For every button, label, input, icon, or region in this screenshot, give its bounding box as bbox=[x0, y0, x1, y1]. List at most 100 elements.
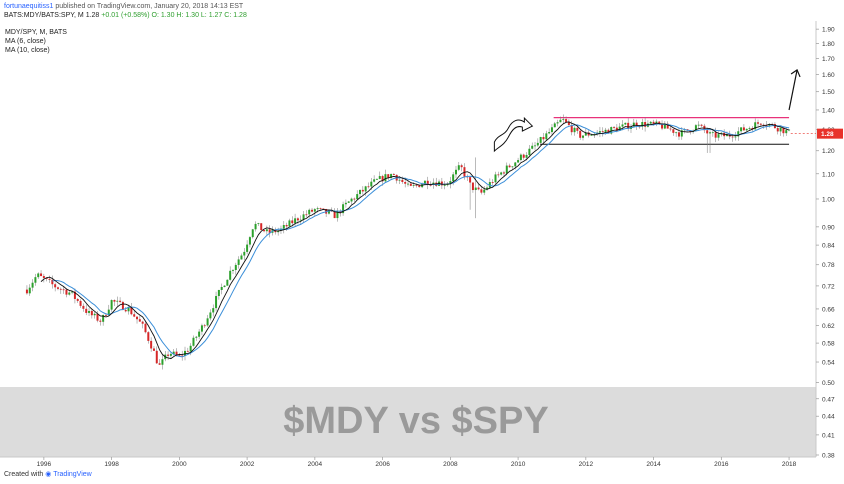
candle-body bbox=[522, 154, 525, 158]
candle-body bbox=[742, 127, 745, 131]
candle-body bbox=[627, 122, 630, 129]
candle-body bbox=[644, 122, 647, 127]
candle-body bbox=[474, 187, 477, 191]
y-tick-label: 0.47 bbox=[822, 396, 835, 403]
candle-body bbox=[248, 237, 251, 245]
last-price: 1.28 bbox=[85, 12, 100, 19]
candle-body bbox=[56, 287, 59, 289]
x-axis[interactable]: 1996 1998 2000 2002 2004 2006 2008 2010 2012 2014… bbox=[0, 456, 816, 468]
candle-body bbox=[364, 186, 367, 192]
candle-body bbox=[593, 134, 596, 135]
candle-body bbox=[141, 321, 144, 324]
legend-title: MDY/SPY, M, BATS bbox=[5, 29, 67, 36]
candle-body bbox=[195, 336, 198, 338]
price-badge: 1.28 bbox=[790, 128, 843, 139]
x-tick-label: 1998 bbox=[104, 461, 119, 466]
candle-body bbox=[268, 229, 271, 233]
chart-area[interactable]: $MDY vs $SPY 1.901.801.701.601.501.401.3… bbox=[0, 21, 844, 468]
candle-body bbox=[649, 121, 652, 124]
candle-body bbox=[319, 208, 322, 209]
y-tick-label: 0.66 bbox=[822, 306, 835, 313]
candle-body bbox=[138, 319, 141, 322]
candle-body bbox=[534, 145, 537, 147]
candle-body bbox=[119, 300, 122, 302]
candle-body bbox=[356, 194, 359, 200]
y-axis[interactable]: 1.901.801.701.601.501.401.301.201.101.00… bbox=[815, 21, 835, 460]
candle-body bbox=[378, 176, 381, 179]
candle-body bbox=[102, 314, 105, 322]
candle-body bbox=[500, 172, 503, 175]
candle-body bbox=[542, 137, 545, 140]
candle-body bbox=[231, 270, 234, 271]
candle-body bbox=[37, 273, 40, 278]
candle-body bbox=[71, 291, 74, 293]
y-tick-label: 1.20 bbox=[822, 148, 835, 155]
candle-body bbox=[491, 182, 494, 183]
candle-body bbox=[62, 289, 65, 291]
candle-body bbox=[655, 121, 658, 124]
y-tick-label: 0.50 bbox=[822, 380, 835, 387]
candle-body bbox=[658, 121, 661, 125]
candle-body bbox=[65, 289, 68, 295]
candle-body bbox=[133, 314, 136, 317]
candle-body bbox=[127, 307, 130, 312]
wavy-arrow-icon bbox=[493, 116, 534, 153]
candle-body bbox=[387, 174, 390, 178]
x-tick-label: 2002 bbox=[240, 461, 255, 466]
candle-body bbox=[240, 255, 243, 260]
candle-body bbox=[514, 162, 517, 167]
candle-body bbox=[545, 133, 548, 140]
candle-body bbox=[265, 229, 268, 232]
candle-body bbox=[51, 279, 54, 285]
candle-body bbox=[296, 218, 299, 221]
candle-body bbox=[54, 284, 57, 288]
candle-body bbox=[618, 126, 621, 131]
candle-body bbox=[121, 301, 124, 310]
candle-body bbox=[155, 350, 158, 364]
candle-body bbox=[469, 177, 472, 183]
candle-body bbox=[452, 174, 455, 182]
x-tick-label: 2014 bbox=[646, 461, 661, 466]
price-chart[interactable]: $MDY vs $SPY 1.901.801.701.601.501.401.3… bbox=[0, 21, 844, 468]
candle-body bbox=[429, 184, 432, 186]
candle-body bbox=[85, 308, 88, 313]
footer: Created with ◉ TradingView bbox=[4, 470, 92, 478]
candle-body bbox=[415, 185, 418, 186]
tradingview-brand[interactable]: TradingView bbox=[53, 471, 92, 478]
candle-body bbox=[488, 182, 491, 188]
candle-body bbox=[584, 132, 587, 136]
y-tick-label: 0.44 bbox=[822, 414, 835, 421]
candle-body bbox=[398, 179, 401, 181]
y-tick-label: 0.38 bbox=[822, 453, 835, 460]
candle-body bbox=[768, 123, 771, 126]
candle-body bbox=[79, 300, 82, 306]
candle-body bbox=[175, 351, 178, 355]
author-link[interactable]: fortunaequitiss1 bbox=[4, 3, 54, 10]
candle-body bbox=[282, 225, 285, 229]
candle-body bbox=[40, 273, 43, 277]
candle-body bbox=[748, 127, 751, 129]
candle-body bbox=[48, 278, 51, 280]
candle-body bbox=[565, 119, 568, 122]
candle-body bbox=[601, 131, 604, 132]
candle-body bbox=[299, 219, 302, 221]
candle-body bbox=[45, 278, 48, 279]
trend-lines bbox=[540, 117, 790, 145]
candle-body bbox=[25, 289, 28, 294]
tradingview-logo-icon: ◉ bbox=[45, 471, 52, 478]
candle-body bbox=[765, 125, 768, 127]
candle-body bbox=[288, 220, 291, 227]
candle-body bbox=[483, 189, 486, 193]
symbol-label[interactable]: BATS:MDY/BATS:SPY, M bbox=[4, 12, 84, 19]
candle-body bbox=[116, 300, 119, 302]
candle-body bbox=[254, 223, 257, 230]
candle-body bbox=[192, 337, 195, 346]
candle-body bbox=[737, 131, 740, 137]
candle-body bbox=[734, 136, 737, 138]
ma-6-line bbox=[40, 121, 790, 360]
symbol-line: BATS:MDY/BATS:SPY, M 1.28 +0.01 (+0.58%)… bbox=[4, 11, 824, 20]
candle-body bbox=[104, 314, 107, 316]
candle-body bbox=[553, 123, 556, 128]
candle-body bbox=[381, 176, 384, 182]
y-tick-label: 0.78 bbox=[822, 262, 835, 269]
